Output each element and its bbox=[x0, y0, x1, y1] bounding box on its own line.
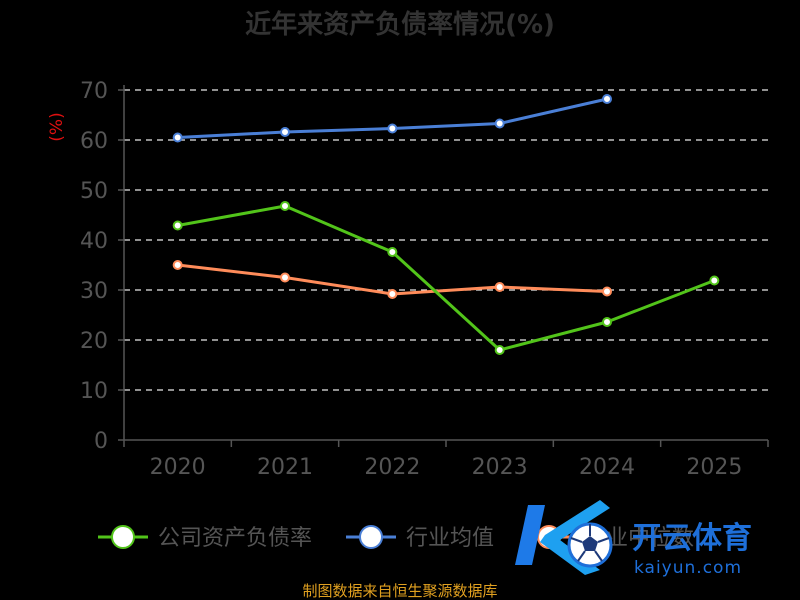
x-tick-label: 2020 bbox=[150, 455, 206, 480]
x-tick-label: 2022 bbox=[364, 455, 420, 480]
data-point bbox=[602, 317, 612, 327]
data-point bbox=[709, 275, 720, 286]
data-point bbox=[387, 123, 398, 134]
watermark-domain: kaiyun.com bbox=[634, 558, 742, 578]
legend-label: 行业均值 bbox=[406, 526, 494, 551]
data-point bbox=[387, 247, 398, 257]
series-line-0 bbox=[177, 204, 715, 352]
y-tick-label: 40 bbox=[80, 229, 108, 254]
watermark-brand: 开云体育 bbox=[632, 521, 752, 556]
data-point bbox=[494, 345, 505, 355]
data-point bbox=[280, 127, 290, 137]
x-tick-label: 2021 bbox=[257, 455, 313, 480]
axes bbox=[123, 85, 768, 441]
y-tick-label: 50 bbox=[80, 179, 108, 204]
y-tick-label: 0 bbox=[94, 429, 108, 454]
data-point bbox=[280, 272, 290, 283]
x-axis-ticks: 2020 2021 2022 2023 2024 2025 bbox=[123, 440, 769, 480]
source-note: 制图数据来自恒生聚源数据库 bbox=[302, 582, 497, 600]
legend-marker bbox=[111, 525, 135, 549]
data-point bbox=[172, 132, 183, 143]
legend-marker bbox=[359, 525, 383, 549]
x-tick-label: 2023 bbox=[472, 455, 528, 480]
watermark-logo: 开云体育 kaiyun.com bbox=[515, 500, 752, 578]
y-tick-label: 20 bbox=[80, 329, 108, 354]
data-point bbox=[280, 201, 290, 211]
data-point bbox=[172, 220, 183, 231]
series-layer bbox=[172, 94, 720, 355]
x-tick-label: 2025 bbox=[686, 455, 742, 480]
data-point bbox=[602, 286, 612, 297]
ko-soccer-ball-logo-icon bbox=[515, 500, 613, 575]
y-tick-label: 70 bbox=[80, 79, 108, 104]
data-point bbox=[494, 282, 505, 292]
legend-label: 公司资产负债率 bbox=[158, 526, 312, 551]
y-tick-label: 30 bbox=[80, 279, 108, 304]
data-point bbox=[494, 118, 505, 129]
data-point bbox=[172, 260, 183, 270]
chart-title: 近年来资产负债率情况(%) bbox=[245, 9, 555, 40]
x-tick-label: 2024 bbox=[579, 455, 635, 480]
y-tick-label: 60 bbox=[80, 129, 108, 154]
data-point bbox=[387, 289, 398, 299]
y-axis-ticks: 0 10 20 30 40 50 60 70 bbox=[80, 79, 124, 454]
y-tick-label: 10 bbox=[80, 379, 108, 404]
data-point bbox=[602, 94, 612, 104]
y-axis-unit-label: (%) bbox=[47, 112, 67, 141]
